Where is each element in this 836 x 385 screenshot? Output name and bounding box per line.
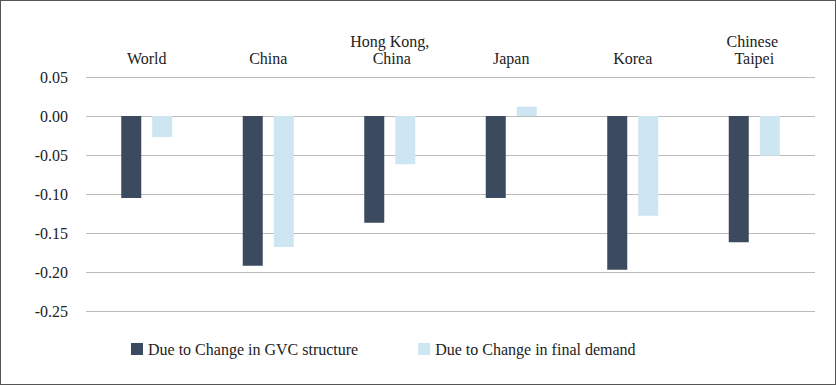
- svg-text:Taipei: Taipei: [734, 50, 774, 68]
- svg-text:Japan: Japan: [493, 50, 529, 68]
- svg-text:-0.05: -0.05: [35, 147, 68, 164]
- svg-text:Due to Change in final demand: Due to Change in final demand: [435, 341, 635, 359]
- svg-text:World: World: [127, 50, 167, 67]
- svg-text:Due to Change in GVC structure: Due to Change in GVC structure: [148, 341, 358, 359]
- svg-text:0.00: 0.00: [40, 108, 68, 125]
- svg-text:China: China: [249, 50, 287, 67]
- svg-text:0.05: 0.05: [40, 69, 68, 86]
- svg-text:Korea: Korea: [613, 50, 652, 67]
- svg-text:China: China: [369, 50, 411, 67]
- svg-text:Hong Kong,: Hong Kong,: [350, 33, 429, 51]
- svg-text:-0.20: -0.20: [35, 264, 68, 281]
- svg-text:Chinese: Chinese: [726, 33, 782, 50]
- svg-text:-0.10: -0.10: [35, 186, 68, 203]
- svg-text:-0.25: -0.25: [35, 303, 68, 320]
- svg-text:-0.15: -0.15: [35, 225, 68, 242]
